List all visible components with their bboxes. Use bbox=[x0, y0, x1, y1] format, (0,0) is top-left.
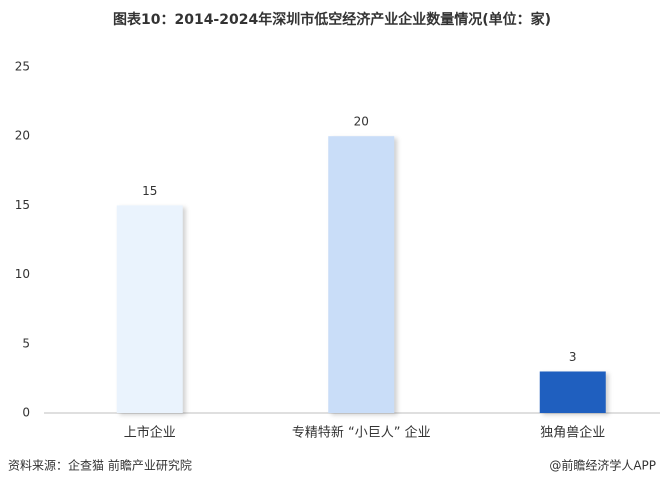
y-tick-label: 25 bbox=[15, 60, 30, 74]
y-tick-label: 15 bbox=[15, 198, 30, 212]
y-tick-label: 0 bbox=[22, 406, 30, 420]
x-tick-label: 独角兽企业 bbox=[540, 425, 605, 441]
x-tick-label: 上市企业 bbox=[124, 425, 176, 441]
bar bbox=[539, 371, 606, 413]
y-tick-label: 5 bbox=[22, 336, 30, 350]
credit: @前瞻经济学人APP bbox=[549, 458, 656, 473]
y-tick-label: 10 bbox=[15, 267, 30, 281]
source: 资料来源：企查猫 前瞻产业研究院 bbox=[8, 458, 192, 473]
value-label: 20 bbox=[354, 115, 369, 129]
value-label: 15 bbox=[142, 184, 157, 198]
chart-title: 图表10：2014-2024年深圳市低空经济产业企业数量情况(单位：家) bbox=[113, 11, 551, 28]
y-tick-label: 20 bbox=[15, 129, 30, 143]
x-tick-label: 专精特新 “小巨人” 企业 bbox=[292, 425, 431, 441]
value-label: 3 bbox=[569, 350, 577, 364]
bar bbox=[328, 136, 395, 413]
bar bbox=[116, 205, 183, 413]
